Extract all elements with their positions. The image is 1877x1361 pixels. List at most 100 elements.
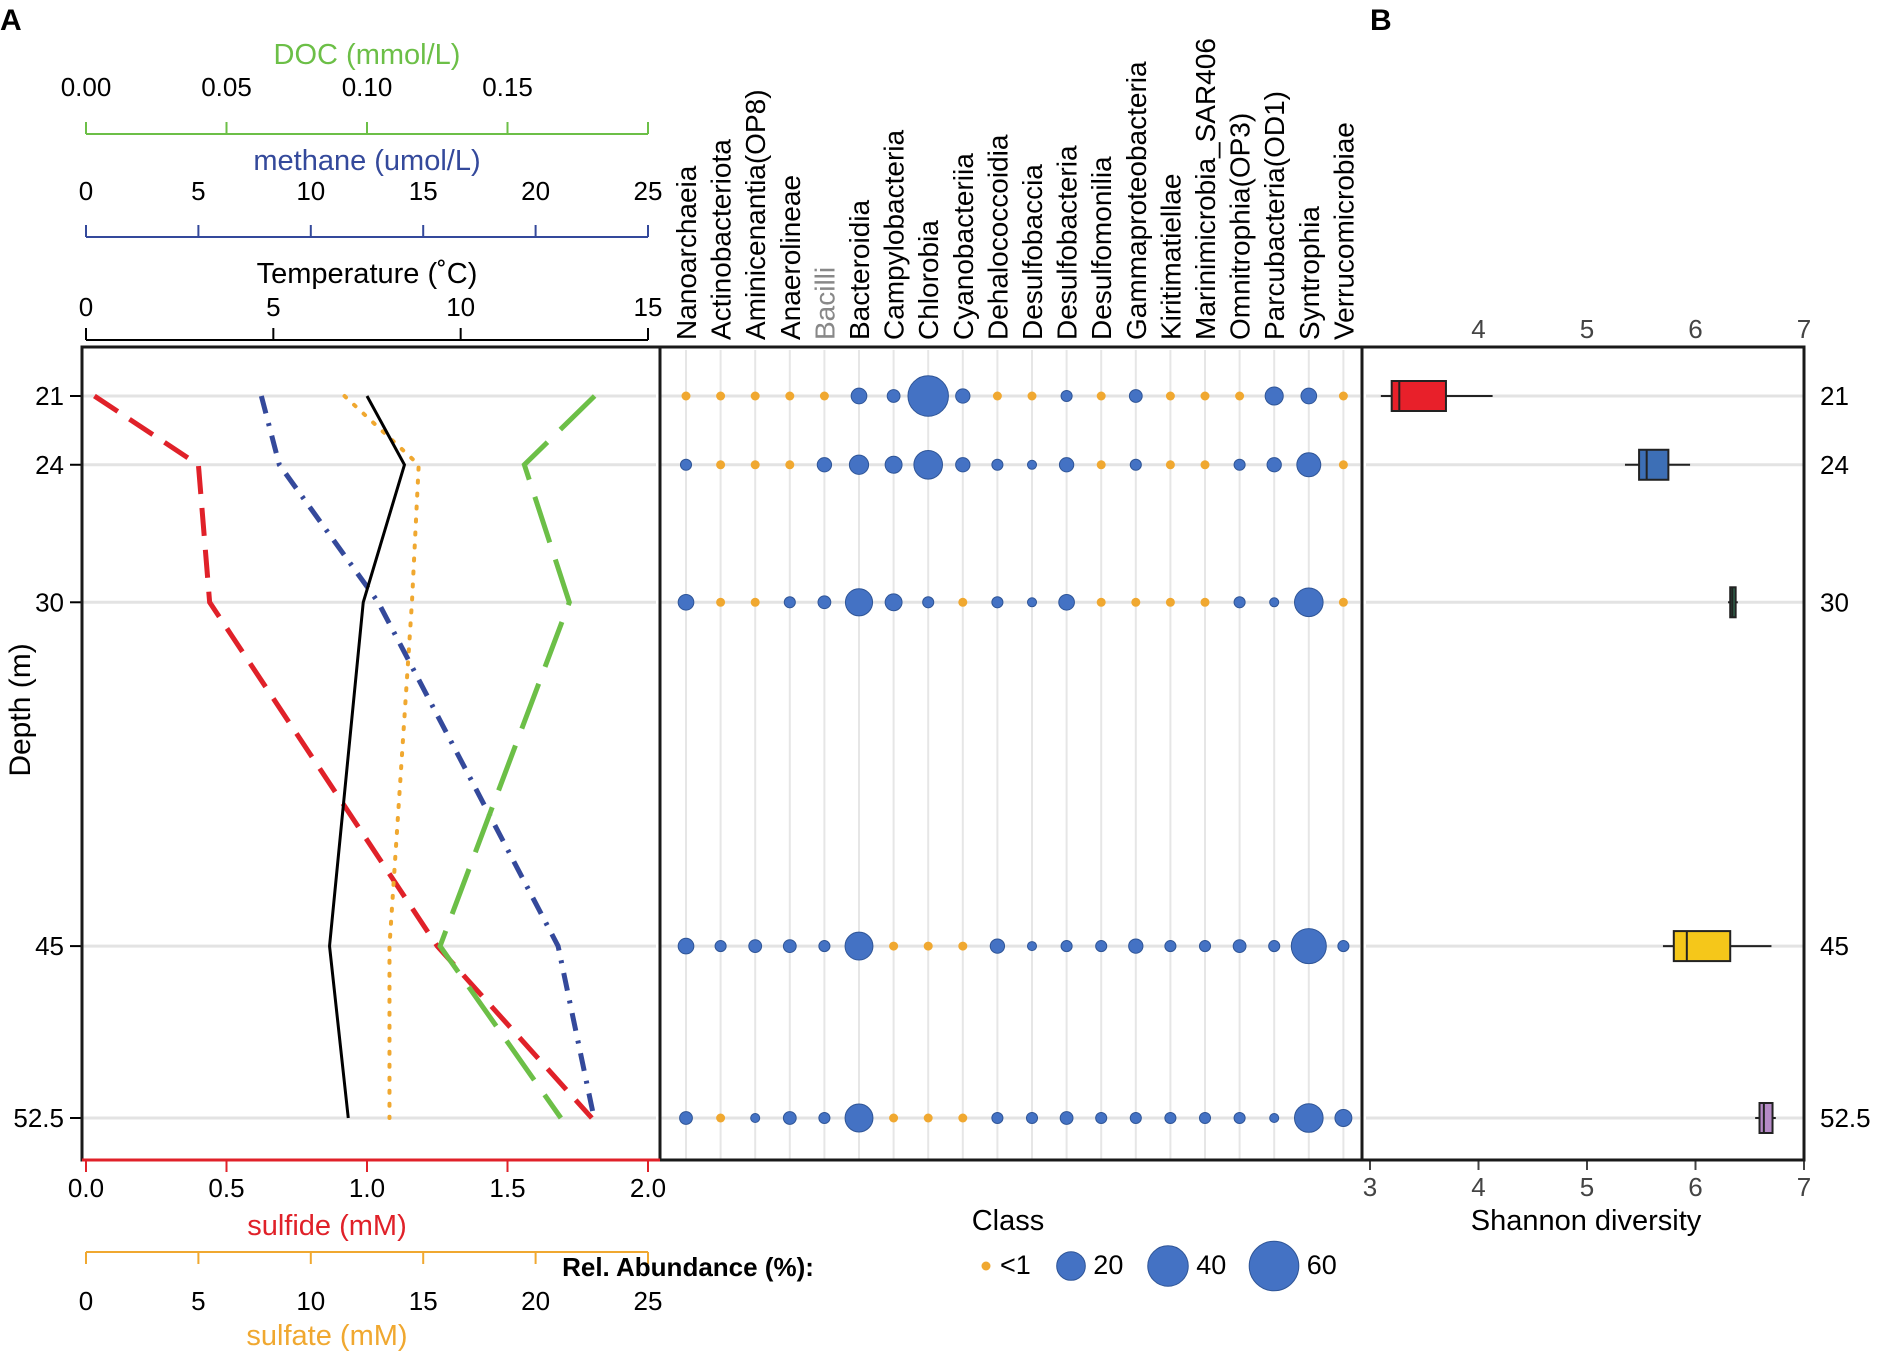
depth-tick-label: 45	[35, 931, 64, 961]
axis-tick-label-sulfate: 10	[296, 1286, 325, 1316]
abundance-bubble	[816, 457, 833, 473]
abundance-bubble	[819, 391, 829, 401]
axis-tick-label-methane: 20	[521, 176, 550, 206]
axis-tick-label-sulfide: 1.5	[489, 1173, 525, 1203]
series-line-sulfide	[93, 393, 594, 1120]
depth-tick-label: 21	[35, 381, 64, 411]
abundance-bubble	[989, 938, 1006, 954]
abundance-bubble	[923, 1113, 933, 1123]
depth-tick-label-right: 24	[1820, 450, 1849, 480]
abundance-bubble	[1058, 457, 1075, 473]
axis-tick-label-sulfate: 25	[634, 1286, 663, 1316]
abundance-bubble	[1129, 1111, 1142, 1125]
shannon-tick-label-bottom: 3	[1363, 1172, 1377, 1202]
axis-tick-label-doc: 0.10	[342, 72, 393, 102]
abundance-bubble	[1058, 593, 1075, 611]
abundance-bubble	[1300, 387, 1318, 405]
abundance-bubble	[1164, 940, 1177, 953]
abundance-bubble	[817, 595, 832, 610]
abundance-bubble	[1026, 941, 1038, 952]
abundance-bubble	[1060, 940, 1073, 953]
depth-tick-label: 30	[35, 587, 64, 617]
axis-tick-label-sulfide: 0.5	[208, 1173, 244, 1203]
class-label: Cyanobacteriia	[948, 153, 979, 340]
series-line-DOC	[437, 394, 597, 1120]
abundance-bubble	[714, 940, 727, 953]
abundance-bubble	[750, 460, 760, 470]
axis-tick-label-sulfate: 5	[191, 1286, 205, 1316]
class-label: Bacteroidia	[844, 199, 875, 340]
abundance-bubble	[1026, 597, 1038, 608]
class-label: Parcubacteria(OD1)	[1259, 91, 1290, 340]
series-line-sulfate	[342, 394, 421, 1120]
depth-tick-label-right: 45	[1820, 931, 1849, 961]
abundance-bubble	[907, 375, 949, 417]
class-label: Chlorobia	[913, 220, 944, 340]
box-iqr	[1638, 448, 1670, 481]
abundance-bubble	[1293, 587, 1324, 618]
abundance-bubble	[1338, 460, 1348, 470]
shannon-tick-label-bottom: 7	[1797, 1172, 1811, 1202]
abundance-bubble	[1128, 389, 1143, 403]
class-label: Desulfomonilia	[1086, 156, 1117, 340]
abundance-bubble	[750, 391, 760, 401]
abundance-bubble	[1233, 458, 1246, 471]
legend-layer: Rel. Abundance (%): <1 20 40 60	[562, 1240, 1337, 1292]
abundance-bubble	[1096, 597, 1106, 607]
abundance-bubble	[884, 593, 903, 612]
axis-title-sulfate: sulfate (mM)	[246, 1320, 407, 1352]
class-label: Gammaproteobacteria	[1121, 61, 1152, 340]
abundance-bubble	[1026, 459, 1038, 470]
axis-tick-label-sulfide: 2.0	[630, 1173, 666, 1203]
axis-tick-label-methane: 5	[191, 176, 205, 206]
abundance-bubble	[1096, 460, 1106, 470]
bubble-layer	[677, 375, 1353, 1133]
abundance-bubble	[1338, 597, 1348, 607]
depth-tick-label: 24	[35, 450, 64, 480]
abundance-bubble	[922, 596, 935, 609]
abundance-bubble	[1232, 939, 1247, 953]
abundance-bubble	[1200, 597, 1210, 607]
abundance-bubble	[1235, 391, 1245, 401]
legend-label: 60	[1307, 1250, 1337, 1280]
abundance-bubble	[716, 597, 726, 607]
abundance-bubble	[1027, 391, 1037, 401]
axis-tick-label-doc: 0.15	[482, 72, 533, 102]
class-label: Kiritimatiellae	[1155, 174, 1186, 341]
class-label: Verrucomicrobiae	[1328, 122, 1359, 340]
abundance-bubble	[1293, 1103, 1324, 1133]
class-label: Actinobacteriota	[706, 139, 737, 340]
shannon-tick-label-bottom: 4	[1471, 1172, 1485, 1202]
legend-label: <1	[1000, 1250, 1031, 1280]
legend-label: 40	[1196, 1250, 1226, 1280]
class-label: Bacilli	[809, 267, 840, 340]
class-label: Desulfobacteria	[1052, 145, 1083, 340]
axis-tick-label-sulfate: 0	[79, 1286, 93, 1316]
abundance-bubble	[1198, 940, 1212, 953]
abundance-bubble	[750, 597, 760, 607]
box-iqr	[1758, 1102, 1774, 1134]
abundance-bubble	[748, 939, 763, 953]
abundance-bubble	[716, 391, 726, 401]
class-axis-title: Class	[972, 1205, 1045, 1237]
abundance-bubble	[1165, 391, 1175, 401]
series-line-temperature	[328, 395, 407, 1119]
shannon-tick-label-top: 5	[1580, 314, 1594, 344]
abundance-bubble	[782, 1111, 797, 1125]
abundance-bubble	[783, 596, 796, 609]
abundance-bubble	[1268, 940, 1281, 953]
abundance-bubble	[991, 458, 1004, 471]
abundance-bubble	[991, 596, 1004, 609]
abundance-bubble	[1164, 1111, 1177, 1125]
legend-label: 20	[1093, 1250, 1123, 1280]
abundance-bubble	[844, 588, 874, 617]
abundance-bubble	[958, 941, 968, 951]
abundance-bubble	[1095, 1111, 1108, 1125]
abundance-bubble	[844, 931, 874, 961]
class-label: Syntrophia	[1294, 206, 1325, 340]
axis-tick-label-sulfide: 1.0	[349, 1173, 385, 1203]
depth-tick-label-right: 52.5	[1820, 1103, 1871, 1133]
class-label: Nanoarchaeia	[671, 165, 702, 340]
axis-tick-label-temperature: 15	[634, 292, 663, 322]
